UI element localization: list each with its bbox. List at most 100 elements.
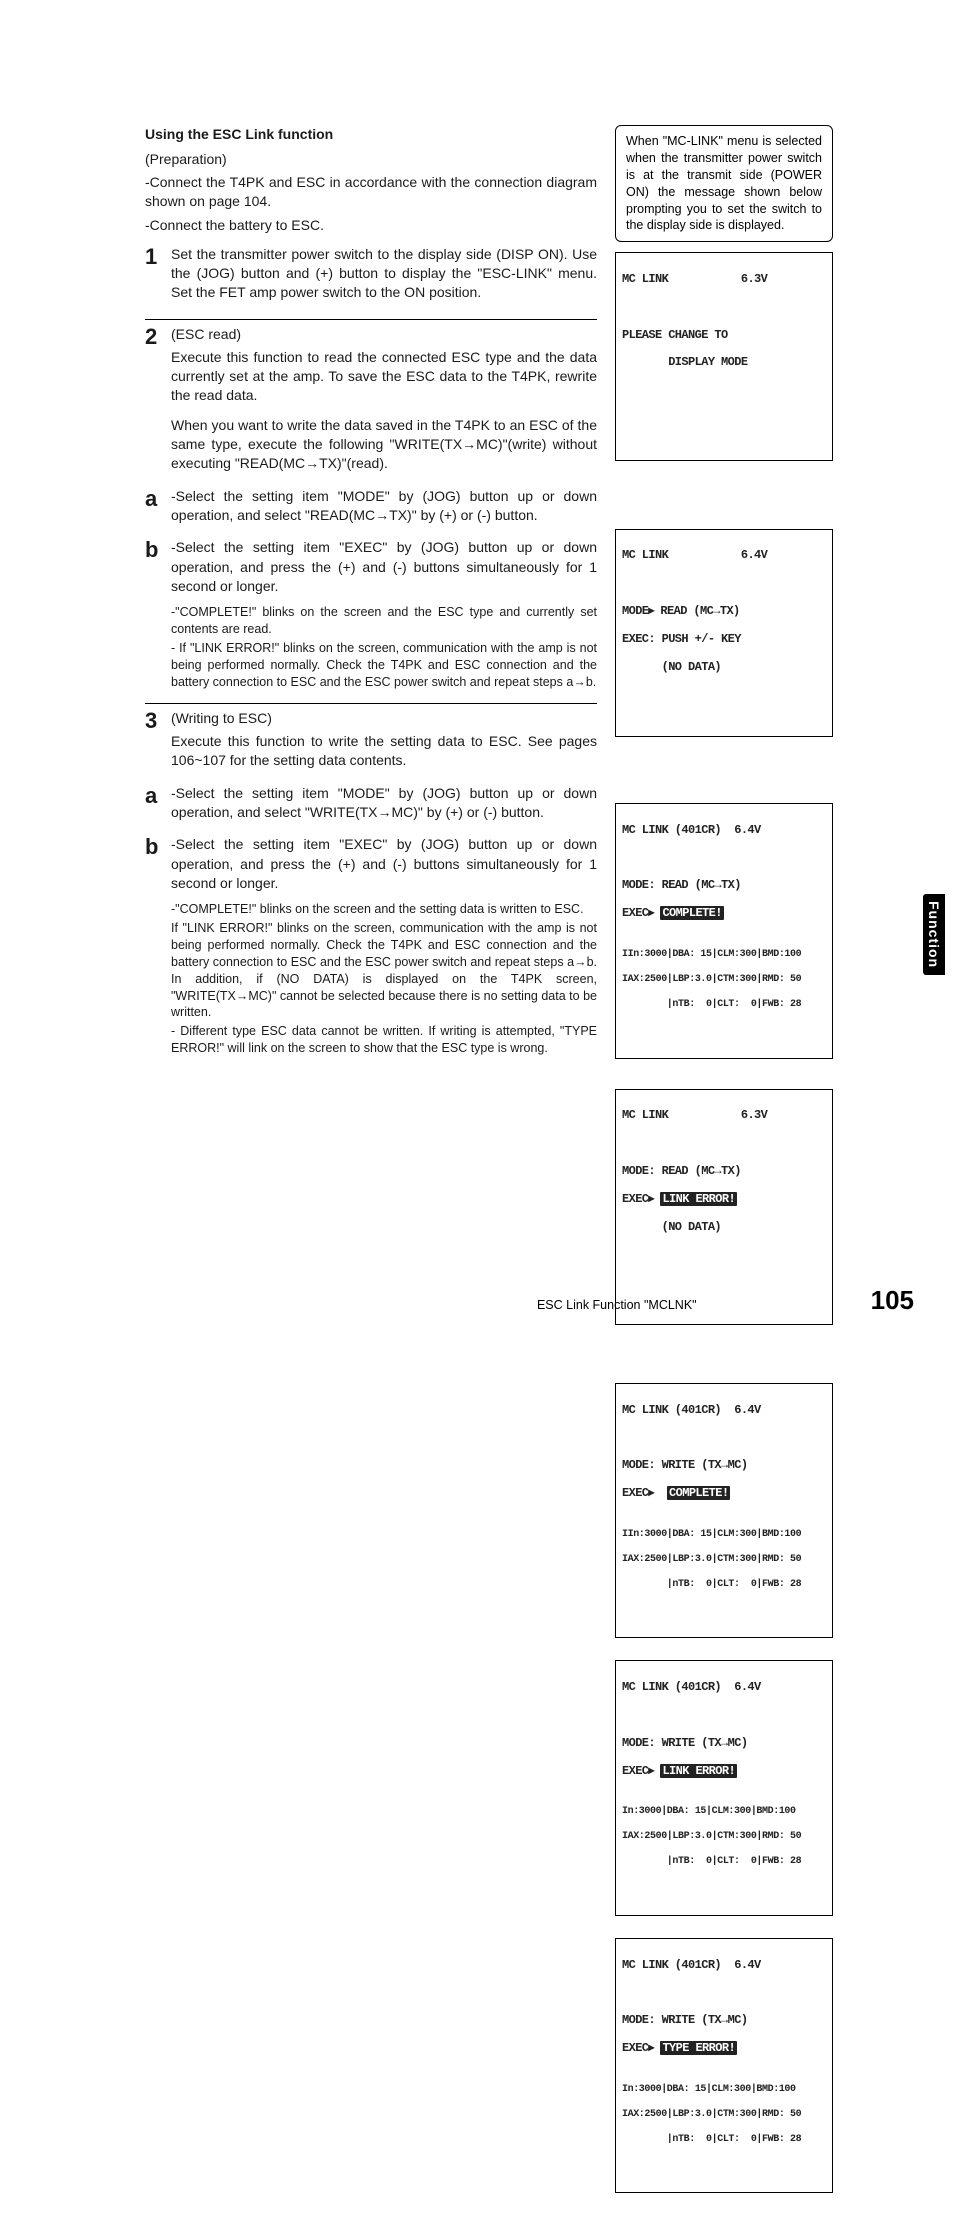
callout-box: When "MC-LINK" menu is selected when the… bbox=[615, 125, 833, 242]
footer-label: ESC Link Function "MCLNK" bbox=[537, 1298, 697, 1312]
step-3b-text: -Select the setting item "EXEC" by (JOG)… bbox=[171, 835, 597, 893]
lcd-line: MC LINK (401CR) 6.4V bbox=[622, 1681, 826, 1695]
step-2b: b -Select the setting item "EXEC" by (JO… bbox=[145, 538, 597, 600]
lcd-table-row: In:3000|DBA: 15|CLM:300|BMD:100 bbox=[622, 1806, 826, 1820]
step-number: 2 bbox=[145, 325, 171, 478]
lcd-line: PLEASE CHANGE TO bbox=[622, 329, 826, 343]
step-content: -Select the setting item "MODE" by (JOG)… bbox=[171, 784, 597, 827]
step-content: -Select the setting item "EXEC" by (JOG)… bbox=[171, 835, 597, 897]
note-text: - Different type ESC data cannot be writ… bbox=[171, 1023, 597, 1057]
step-1: 1 Set the transmitter power switch to th… bbox=[145, 245, 597, 307]
lcd-data-table: IIn:3000|DBA: 15|CLM:300|BMD:100 IAX:250… bbox=[622, 938, 826, 1024]
lcd-voltage: 6.3V bbox=[741, 1108, 767, 1122]
lcd-column: When "MC-LINK" menu is selected when the… bbox=[615, 125, 833, 2193]
lcd-data-table: In:3000|DBA: 15|CLM:300|BMD:100 IAX:2500… bbox=[622, 1795, 826, 1881]
step-3a: a -Select the setting item "MODE" by (JO… bbox=[145, 784, 597, 827]
lcd-table-row: IAX:2500|LBP:3.0|CTM:300|RMD: 50 bbox=[622, 1831, 826, 1845]
lcd-table-row: IIn:3000|DBA: 15|CLM:300|BMD:100 bbox=[622, 1529, 826, 1543]
lcd-data-table: In:3000|DBA: 15|CLM:300|BMD:100 IAX:2500… bbox=[622, 2073, 826, 2159]
lcd-status-inverted: COMPLETE! bbox=[660, 906, 723, 920]
step-content: Set the transmitter power switch to the … bbox=[171, 245, 597, 307]
page-footer: ESC Link Function "MCLNK" 105 bbox=[145, 1285, 914, 1316]
lcd-line: (NO DATA) bbox=[622, 1221, 826, 1235]
lcd-line: MODE: READ (MC→TX) bbox=[622, 879, 826, 893]
lcd-table-row: IAX:2500|LBP:3.0|CTM:300|RMD: 50 bbox=[622, 1554, 826, 1568]
lcd-voltage: 6.4V bbox=[741, 548, 767, 562]
lcd-line: MC LINK (401CR) 6.4V bbox=[622, 824, 826, 838]
lcd-title: MC LINK bbox=[622, 548, 668, 562]
step-3-p1: Execute this function to write the setti… bbox=[171, 732, 597, 771]
step-2-p2: When you want to write the data saved in… bbox=[171, 416, 597, 474]
note-text: If "LINK ERROR!" blinks on the screen, c… bbox=[171, 920, 597, 1021]
step-3-notes: -"COMPLETE!" blinks on the screen and th… bbox=[171, 901, 597, 1057]
page-number: 105 bbox=[871, 1285, 914, 1316]
substep-label: a bbox=[145, 784, 171, 827]
step-2-title: (ESC read) bbox=[171, 325, 597, 344]
step-2a: a -Select the setting item "MODE" by (JO… bbox=[145, 487, 597, 530]
lcd-data-table: IIn:3000|DBA: 15|CLM:300|BMD:100 IAX:250… bbox=[622, 1518, 826, 1604]
lcd-screen-7: MC LINK (401CR) 6.4V MODE: WRITE (TX→MC)… bbox=[615, 1938, 833, 2194]
step-content: -Select the setting item "MODE" by (JOG)… bbox=[171, 487, 597, 530]
note-text: - If "LINK ERROR!" blinks on the screen,… bbox=[171, 640, 597, 691]
lcd-status-inverted: COMPLETE! bbox=[667, 1486, 730, 1500]
substep-label: a bbox=[145, 487, 171, 530]
lcd-prefix: EXEC▸ bbox=[622, 1764, 660, 1778]
lcd-screen-3: MC LINK (401CR) 6.4V MODE: READ (MC→TX) … bbox=[615, 803, 833, 1059]
step-3b: b -Select the setting item "EXEC" by (JO… bbox=[145, 835, 597, 897]
step-content: (ESC read) Execute this function to read… bbox=[171, 325, 597, 478]
lcd-screen-5: MC LINK (401CR) 6.4V MODE: WRITE (TX→MC)… bbox=[615, 1383, 833, 1639]
lcd-table-row: |nTB: 0|CLT: 0|FWB: 28 bbox=[622, 1856, 826, 1870]
lcd-screen-1: MC LINK 6.3V PLEASE CHANGE TO DISPLAY MO… bbox=[615, 252, 833, 460]
lcd-line: MODE: WRITE (TX→MC) bbox=[622, 2014, 826, 2028]
lcd-screen-2: MC LINK 6.4V MODE▸ READ (MC→TX) EXEC: PU… bbox=[615, 529, 833, 737]
lcd-prefix: EXEC▸ bbox=[622, 906, 660, 920]
lcd-line: MODE: WRITE (TX→MC) bbox=[622, 1459, 826, 1473]
lcd-line: MODE: WRITE (TX→MC) bbox=[622, 1737, 826, 1751]
step-content: -Select the setting item "EXEC" by (JOG)… bbox=[171, 538, 597, 600]
step-3-title: (Writing to ESC) bbox=[171, 709, 597, 728]
step-3: 3 (Writing to ESC) Execute this function… bbox=[145, 703, 597, 775]
step-2a-text: -Select the setting item "MODE" by (JOG)… bbox=[171, 487, 597, 526]
note-text: -"COMPLETE!" blinks on the screen and th… bbox=[171, 604, 597, 638]
step-number: 1 bbox=[145, 245, 171, 307]
step-2b-text: -Select the setting item "EXEC" by (JOG)… bbox=[171, 538, 597, 596]
lcd-status-inverted: LINK ERROR! bbox=[660, 1192, 737, 1206]
lcd-title: MC LINK bbox=[622, 1108, 668, 1122]
lcd-line: DISPLAY MODE bbox=[622, 356, 826, 370]
lcd-line: (NO DATA) bbox=[622, 661, 826, 675]
lcd-line: EXEC: PUSH +/- KEY bbox=[622, 633, 826, 647]
prep-para-1: -Connect the T4PK and ESC in accordance … bbox=[145, 173, 597, 212]
prep-para-2: -Connect the battery to ESC. bbox=[145, 216, 597, 235]
lcd-prefix: EXEC▸ bbox=[622, 2041, 660, 2055]
step-content: (Writing to ESC) Execute this function t… bbox=[171, 709, 597, 775]
step-2: 2 (ESC read) Execute this function to re… bbox=[145, 319, 597, 478]
lcd-table-row: |nTB: 0|CLT: 0|FWB: 28 bbox=[622, 2134, 826, 2148]
lcd-voltage: 6.3V bbox=[741, 272, 767, 286]
lcd-table-row: |nTB: 0|CLT: 0|FWB: 28 bbox=[622, 999, 826, 1013]
step-3a-text: -Select the setting item "MODE" by (JOG)… bbox=[171, 784, 597, 823]
lcd-prefix: EXEC▸ bbox=[622, 1192, 660, 1206]
preparation-label: (Preparation) bbox=[145, 150, 597, 169]
step-2-p1: Execute this function to read the connec… bbox=[171, 348, 597, 406]
lcd-line: MC LINK (401CR) 6.4V bbox=[622, 1959, 826, 1973]
lcd-table-row: In:3000|DBA: 15|CLM:300|BMD:100 bbox=[622, 2084, 826, 2098]
step-2-notes: -"COMPLETE!" blinks on the screen and th… bbox=[171, 604, 597, 690]
function-tab: Function bbox=[923, 894, 945, 975]
main-text-column: Using the ESC Link function (Preparation… bbox=[145, 125, 597, 2193]
lcd-status-inverted: LINK ERROR! bbox=[660, 1764, 737, 1778]
lcd-screen-6: MC LINK (401CR) 6.4V MODE: WRITE (TX→MC)… bbox=[615, 1660, 833, 1916]
substep-label: b bbox=[145, 538, 171, 600]
step-number: 3 bbox=[145, 709, 171, 775]
lcd-table-row: IIn:3000|DBA: 15|CLM:300|BMD:100 bbox=[622, 949, 826, 963]
lcd-table-row: |nTB: 0|CLT: 0|FWB: 28 bbox=[622, 1579, 826, 1593]
lcd-table-row: IAX:2500|LBP:3.0|CTM:300|RMD: 50 bbox=[622, 974, 826, 988]
lcd-title: MC LINK bbox=[622, 272, 668, 286]
lcd-status-inverted: TYPE ERROR! bbox=[660, 2041, 737, 2055]
lcd-prefix: EXEC▸ bbox=[622, 1486, 667, 1500]
step-1-text: Set the transmitter power switch to the … bbox=[171, 245, 597, 303]
lcd-line: MODE▸ READ (MC→TX) bbox=[622, 605, 826, 619]
substep-label: b bbox=[145, 835, 171, 897]
lcd-table-row: IAX:2500|LBP:3.0|CTM:300|RMD: 50 bbox=[622, 2109, 826, 2123]
lcd-line: MODE: READ (MC→TX) bbox=[622, 1165, 826, 1179]
lcd-line: MC LINK (401CR) 6.4V bbox=[622, 1404, 826, 1418]
